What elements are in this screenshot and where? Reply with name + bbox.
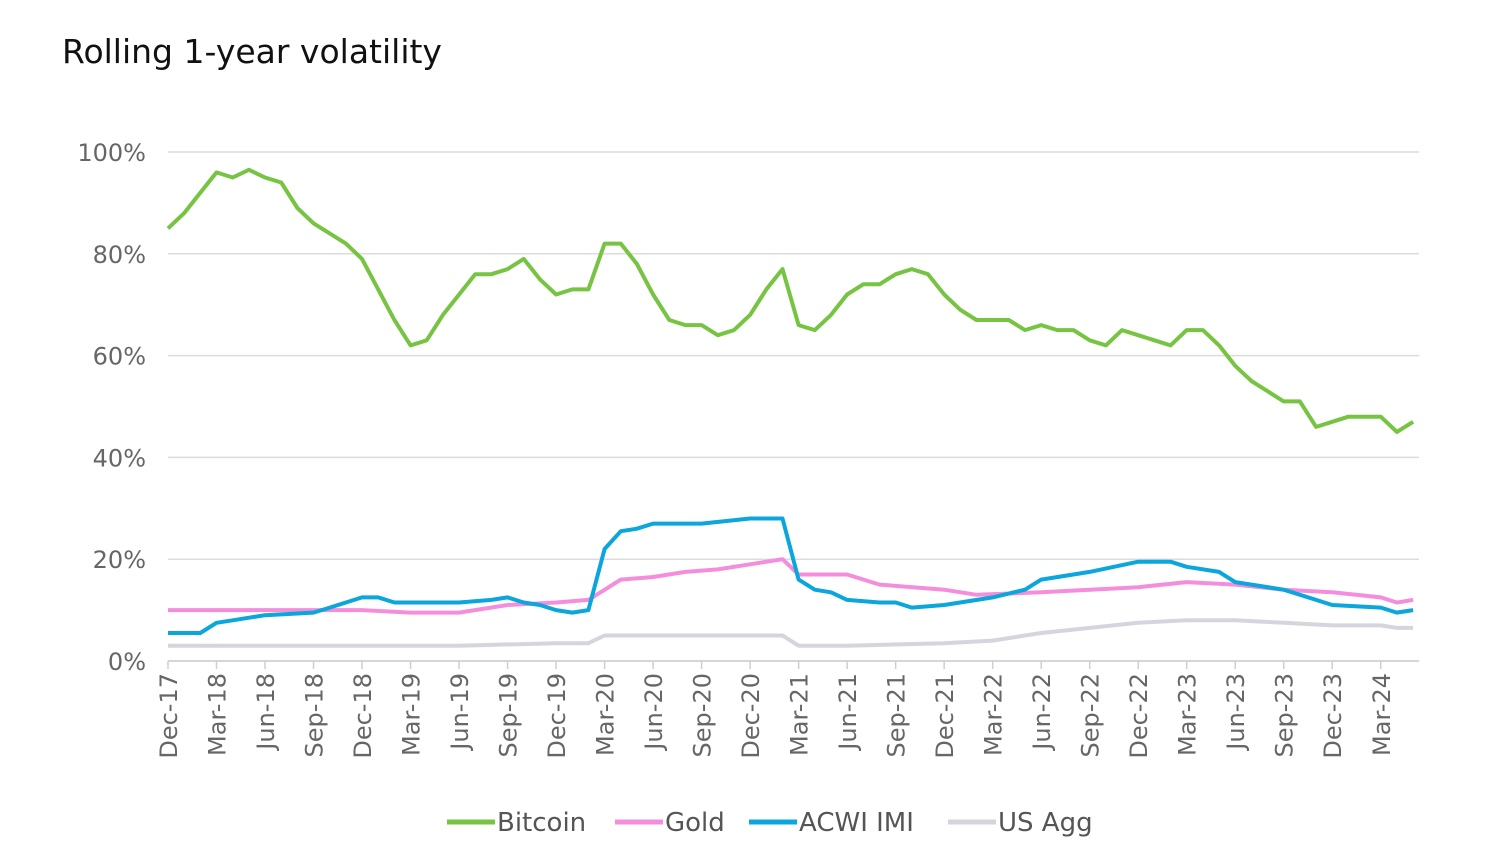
y-tick-label: 80% bbox=[93, 241, 146, 269]
x-tick-label: Dec-17 bbox=[155, 673, 183, 759]
x-tick-label: Sep-18 bbox=[301, 673, 329, 757]
x-tick-label: Mar-21 bbox=[786, 673, 814, 756]
series-line-us-agg bbox=[168, 618, 1414, 648]
x-tick-label: Mar-20 bbox=[592, 673, 620, 756]
x-tick-label: Jun-20 bbox=[640, 673, 668, 752]
legend-label-acwi-imi: ACWI IMI bbox=[799, 808, 914, 838]
x-tick-label: Sep-20 bbox=[689, 673, 717, 757]
x-tick-label: Dec-21 bbox=[931, 673, 959, 759]
x-tick-label: Mar-18 bbox=[204, 673, 232, 756]
x-tick-label: Jun-22 bbox=[1028, 673, 1056, 752]
x-tick-label: Jun-23 bbox=[1222, 673, 1250, 752]
x-tick-label: Dec-18 bbox=[349, 673, 377, 759]
chart-title: Rolling 1-year volatility bbox=[62, 32, 442, 71]
x-tick-label: Sep-22 bbox=[1077, 673, 1105, 757]
x-tick-label: Sep-23 bbox=[1271, 673, 1299, 757]
y-tick-label: 40% bbox=[93, 444, 146, 472]
series-line-gold bbox=[168, 557, 1414, 615]
series-line-acwi-imi bbox=[168, 516, 1414, 635]
x-tick-label: Dec-19 bbox=[543, 673, 571, 759]
series-line-bitcoin bbox=[166, 167, 1415, 434]
legend-label-us-agg: US Agg bbox=[998, 808, 1093, 838]
y-tick-label: 20% bbox=[93, 546, 146, 574]
x-tick-label: Mar-24 bbox=[1368, 673, 1396, 756]
x-tick-label: Mar-22 bbox=[980, 673, 1008, 756]
y-tick-label: 60% bbox=[93, 343, 146, 371]
x-tick-label: Dec-20 bbox=[737, 673, 765, 759]
x-tick-label: Dec-23 bbox=[1319, 673, 1347, 759]
x-tick-label: Mar-19 bbox=[398, 673, 426, 756]
x-tick-label: Mar-23 bbox=[1174, 673, 1202, 756]
x-tick-label: Sep-21 bbox=[883, 673, 911, 757]
legend-label-bitcoin: Bitcoin bbox=[497, 808, 586, 838]
y-tick-label: 0% bbox=[108, 648, 146, 676]
x-tick-label: Jun-18 bbox=[252, 673, 280, 752]
x-tick-label: Jun-21 bbox=[834, 673, 862, 752]
x-tick-label: Dec-22 bbox=[1125, 673, 1153, 759]
x-tick-label: Sep-19 bbox=[495, 673, 523, 757]
y-tick-label: 100% bbox=[77, 139, 146, 167]
legend-label-gold: Gold bbox=[665, 808, 725, 838]
x-tick-label: Jun-19 bbox=[446, 673, 474, 752]
